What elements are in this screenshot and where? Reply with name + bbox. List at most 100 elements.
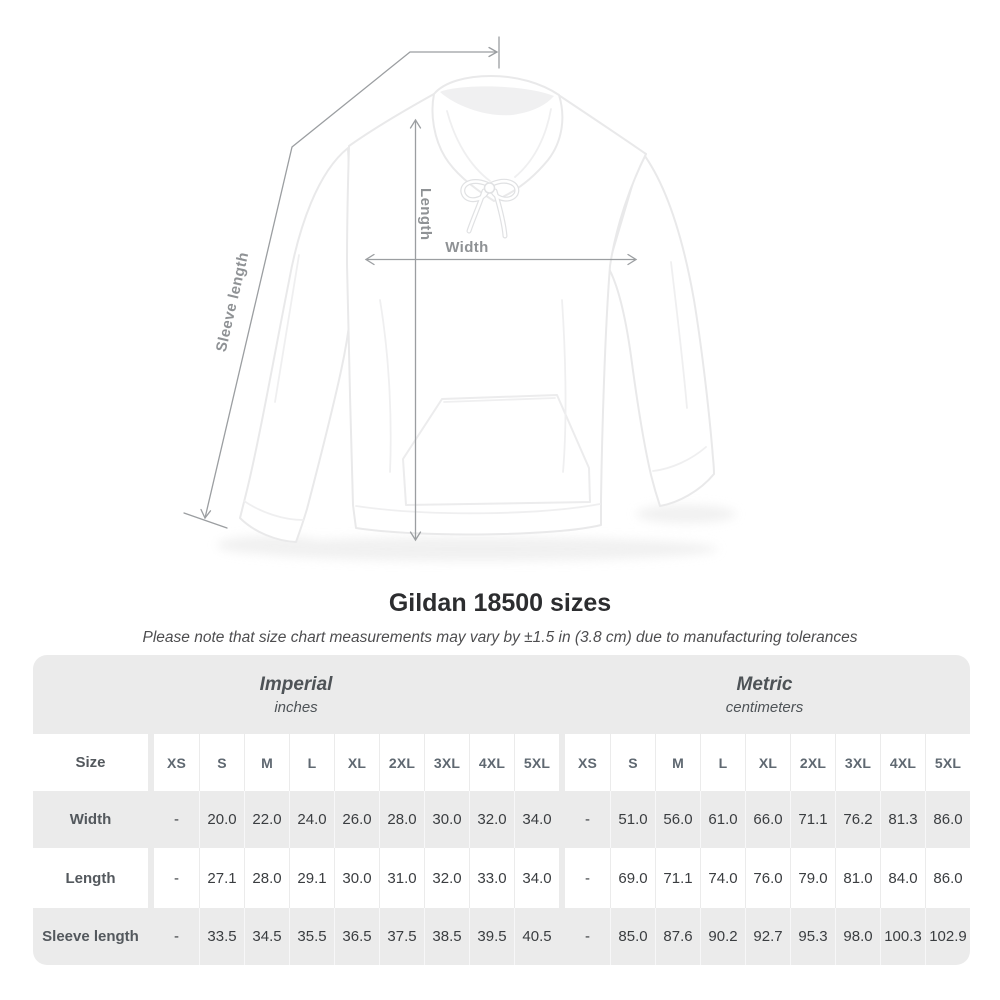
- width-metric-value: 81.3: [880, 791, 925, 848]
- tolerance-note: Please note that size chart measurements…: [142, 629, 858, 646]
- size-header: 5XL: [925, 734, 970, 791]
- sleeve-imperial-value: 36.5: [334, 908, 379, 965]
- hoodie-pocket: [402, 394, 591, 506]
- width-imperial-value: 30.0: [424, 791, 469, 848]
- size-header: 3XL: [835, 734, 880, 791]
- size-header: L: [700, 734, 745, 791]
- sleeve-imperial-value: 38.5: [424, 908, 469, 965]
- size-header: XS: [154, 734, 199, 791]
- length-metric-value: 86.0: [925, 848, 970, 908]
- row-label-width: Width: [69, 811, 112, 828]
- width-imperial-value: 26.0: [334, 791, 379, 848]
- heading-block: Gildan 18500 sizes Please note that size…: [0, 590, 1000, 647]
- size-header: M: [244, 734, 289, 791]
- size-header: 2XL: [379, 734, 424, 791]
- width-metric-value: 51.0: [610, 791, 655, 848]
- width-imperial-value: 22.0: [244, 791, 289, 848]
- width-metric-value: -: [585, 811, 590, 828]
- width-imperial-value: 20.0: [199, 791, 244, 848]
- table-gap: [559, 791, 565, 848]
- size-chart-table: Imperial inches Metric centimeters Size …: [33, 655, 970, 965]
- width-imperial-value: 32.0: [469, 791, 514, 848]
- table-gap: [148, 848, 154, 908]
- length-imperial-value: 32.0: [424, 848, 469, 908]
- size-header: M: [655, 734, 700, 791]
- sleeve-metric-value: 87.6: [655, 908, 700, 965]
- hood-opening-shade: [440, 86, 554, 116]
- sleeve-metric-value: 92.7: [745, 908, 790, 965]
- width-imperial-value: 28.0: [379, 791, 424, 848]
- length-imperial-value: 29.1: [289, 848, 334, 908]
- sleeve-imperial-value: -: [174, 928, 179, 945]
- length-imperial-value: -: [154, 848, 199, 908]
- length-metric-value: 76.0: [745, 848, 790, 908]
- hoodie-left-sleeve: [239, 147, 355, 543]
- hoodie-illustration: [239, 75, 715, 543]
- width-label: Width: [445, 239, 489, 256]
- imperial-title: Imperial: [259, 673, 333, 695]
- photo-shadow: [217, 505, 736, 561]
- hoodie-measurement-diagram: Width Length Sleeve length: [183, 36, 736, 561]
- measurement-lines: [183, 36, 638, 542]
- sleeve-metric-value: 95.3: [790, 908, 835, 965]
- hoodie-seam-lines: [243, 108, 707, 521]
- length-imperial-value: 34.0: [514, 848, 559, 908]
- size-header: L: [289, 734, 334, 791]
- size-header: XL: [334, 734, 379, 791]
- sleeve-imperial-value: 39.5: [469, 908, 514, 965]
- table-gap: [559, 908, 565, 965]
- width-metric-value: 71.1: [790, 791, 835, 848]
- length-imperial-value: 28.0: [244, 848, 289, 908]
- sleeve-metric-value: 90.2: [700, 908, 745, 965]
- table-gap: [148, 734, 154, 791]
- sleeve-imperial-value: 35.5: [289, 908, 334, 965]
- sleeve-imperial-value: 34.5: [244, 908, 289, 965]
- size-header: XS: [565, 734, 610, 791]
- metric-title: Metric: [736, 673, 793, 695]
- size-header: S: [610, 734, 655, 791]
- length-metric-value: 69.0: [610, 848, 655, 908]
- metric-unit: centimeters: [725, 698, 804, 716]
- length-metric-value: 74.0: [700, 848, 745, 908]
- length-metric-value: 84.0: [880, 848, 925, 908]
- width-imperial-value: 34.0: [514, 791, 559, 848]
- row-label-sleeve-length: Sleeve length: [42, 928, 139, 945]
- width-metric-value: 86.0: [925, 791, 970, 848]
- sleeve-metric-value: 100.3: [880, 908, 925, 965]
- sleeve-metric-value: 98.0: [835, 908, 880, 965]
- width-imperial-value: 24.0: [289, 791, 334, 848]
- sleeve-imperial-value: 37.5: [379, 908, 424, 965]
- size-header: 5XL: [514, 734, 559, 791]
- metric-group-header: Metric centimeters: [559, 655, 970, 734]
- length-imperial-value: 30.0: [334, 848, 379, 908]
- size-header: 3XL: [424, 734, 469, 791]
- sleeve-length-label: Sleeve length: [213, 250, 252, 353]
- sleeve-length-line: [183, 36, 500, 529]
- sleeve-metric-value: -: [585, 928, 590, 945]
- table-gap: [559, 848, 565, 908]
- row-label-length: Length: [33, 848, 148, 908]
- width-metric-value: 61.0: [700, 791, 745, 848]
- length-imperial-value: 27.1: [199, 848, 244, 908]
- width-metric-value: 76.2: [835, 791, 880, 848]
- table-gap: [148, 908, 154, 965]
- size-column-header: Size: [33, 734, 148, 791]
- width-imperial-value: -: [174, 811, 179, 828]
- length-label: Length: [417, 188, 434, 240]
- length-line: [409, 118, 422, 542]
- size-header: 4XL: [469, 734, 514, 791]
- hood-drawstrings: [460, 178, 520, 239]
- table-gap: [559, 734, 565, 791]
- length-metric-value: 71.1: [655, 848, 700, 908]
- width-line: [364, 253, 638, 266]
- sleeve-imperial-value: 40.5: [514, 908, 559, 965]
- size-header: XL: [745, 734, 790, 791]
- sleeve-metric-value: 102.9: [925, 908, 970, 965]
- length-imperial-value: 33.0: [469, 848, 514, 908]
- size-header: 4XL: [880, 734, 925, 791]
- hoodie-right-sleeve: [607, 151, 715, 507]
- page-title: Gildan 18500 sizes: [388, 589, 612, 617]
- width-metric-value: 56.0: [655, 791, 700, 848]
- length-imperial-value: 31.0: [379, 848, 424, 908]
- sleeve-metric-value: 85.0: [610, 908, 655, 965]
